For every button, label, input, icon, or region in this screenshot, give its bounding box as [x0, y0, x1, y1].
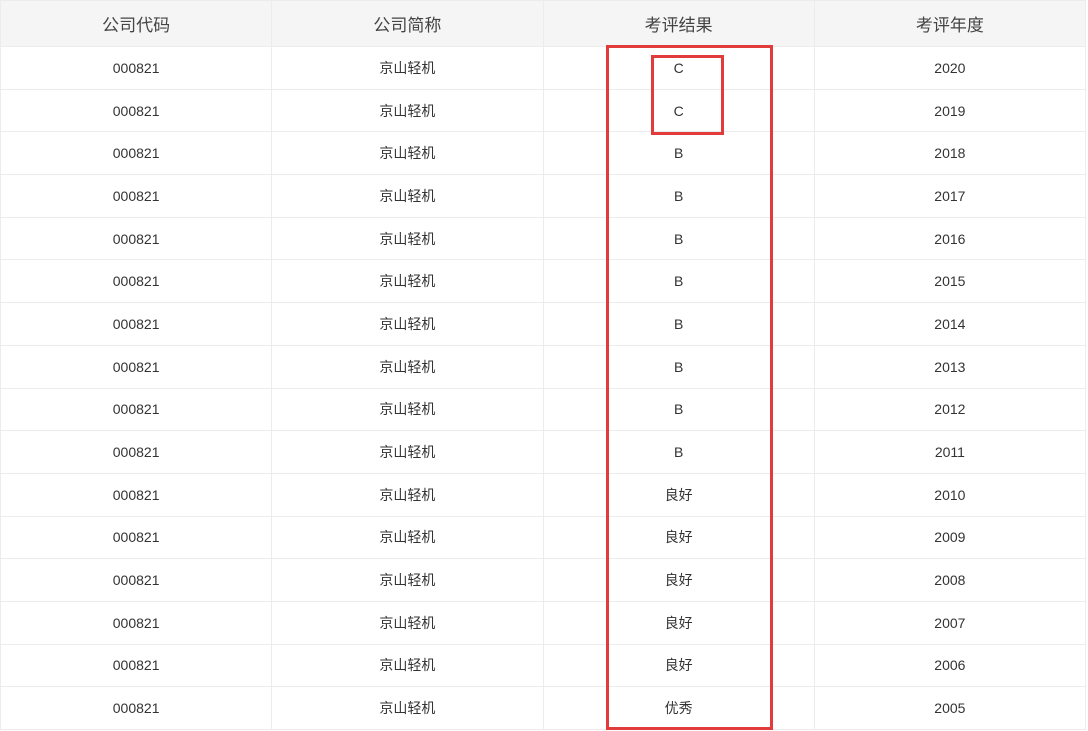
table-row: 000821 京山轻机 良好 2009	[0, 515, 1087, 560]
table-cell: 良好	[542, 600, 815, 645]
table-cell: 2016	[813, 216, 1087, 261]
table-cell: 2011	[813, 430, 1087, 474]
table-cell: B	[542, 430, 815, 474]
table-cell: 000821	[0, 643, 273, 688]
table-row: 000821 京山轻机 B 2016	[0, 216, 1087, 261]
table-cell: 2020	[813, 46, 1087, 90]
header-cell: 公司简称	[271, 0, 544, 47]
table-cell: 2008	[813, 558, 1087, 602]
table-row: 000821 京山轻机 B 2018	[0, 131, 1087, 176]
table-row: 000821 京山轻机 B 2015	[0, 259, 1087, 304]
table-cell: C	[542, 88, 815, 133]
table-cell: 京山轻机	[271, 515, 544, 560]
table-row: 000821 京山轻机 B 2011	[0, 430, 1087, 474]
header-cell: 考评结果	[542, 0, 815, 47]
table-cell: 京山轻机	[271, 216, 544, 261]
table-cell: 000821	[0, 686, 273, 730]
table-cell: B	[542, 174, 815, 218]
header-cell: 考评年度	[813, 0, 1087, 47]
table-cell: 京山轻机	[271, 131, 544, 176]
table-row: 000821 京山轻机 B 2012	[0, 387, 1087, 432]
table-cell: 2015	[813, 259, 1087, 304]
table-row: 000821 京山轻机 B 2017	[0, 174, 1087, 218]
table-row: 000821 京山轻机 良好 2008	[0, 558, 1087, 602]
table-row: 000821 京山轻机 B 2013	[0, 344, 1087, 389]
table-cell: 良好	[542, 643, 815, 688]
table-cell: 000821	[0, 302, 273, 346]
table-cell: 000821	[0, 472, 273, 517]
table-cell: 000821	[0, 88, 273, 133]
table-cell: 000821	[0, 600, 273, 645]
table-cell: 2009	[813, 515, 1087, 560]
table-row: 000821 京山轻机 良好 2010	[0, 472, 1087, 517]
table-cell: 000821	[0, 430, 273, 474]
table-cell: 京山轻机	[271, 259, 544, 304]
table-body: 000821 京山轻机 C 2020 000821 京山轻机 C 2019 000821 京山轻机…	[0, 46, 1087, 730]
table-cell: 000821	[0, 259, 273, 304]
table-cell: 优秀	[542, 686, 815, 730]
table-cell: 000821	[0, 174, 273, 218]
table-cell: 良好	[542, 558, 815, 602]
table-cell: 京山轻机	[271, 302, 544, 346]
table-cell: B	[542, 216, 815, 261]
table-cell: B	[542, 259, 815, 304]
table-cell: B	[542, 344, 815, 389]
table-cell: 2005	[813, 686, 1087, 730]
table-cell: 2017	[813, 174, 1087, 218]
table-cell: 2014	[813, 302, 1087, 346]
table-row: 000821 京山轻机 良好 2007	[0, 600, 1087, 645]
table-cell: 000821	[0, 344, 273, 389]
table-cell: 2013	[813, 344, 1087, 389]
table-cell: B	[542, 131, 815, 176]
table-cell: 良好	[542, 472, 815, 517]
table-cell: B	[542, 302, 815, 346]
table-cell: 京山轻机	[271, 686, 544, 730]
header-cell: 公司代码	[0, 0, 273, 47]
table-cell: 京山轻机	[271, 643, 544, 688]
table-cell: 京山轻机	[271, 387, 544, 432]
table-cell: 2018	[813, 131, 1087, 176]
table-row: 000821 京山轻机 C 2019	[0, 88, 1087, 133]
table-cell: 2007	[813, 600, 1087, 645]
table-cell: 2019	[813, 88, 1087, 133]
table-cell: 000821	[0, 131, 273, 176]
table-cell: 2012	[813, 387, 1087, 432]
table-cell: 京山轻机	[271, 88, 544, 133]
table-cell: 京山轻机	[271, 600, 544, 645]
table-row: 000821 京山轻机 优秀 2005	[0, 686, 1087, 730]
table-cell: 000821	[0, 387, 273, 432]
table-cell: 京山轻机	[271, 472, 544, 517]
table-row: 000821 京山轻机 B 2014	[0, 302, 1087, 346]
table-cell: 000821	[0, 46, 273, 90]
table-row: 000821 京山轻机 C 2020	[0, 46, 1087, 90]
table-cell: 京山轻机	[271, 344, 544, 389]
table-cell: 京山轻机	[271, 558, 544, 602]
table-cell: 京山轻机	[271, 430, 544, 474]
table-cell: 000821	[0, 515, 273, 560]
table-cell: 京山轻机	[271, 46, 544, 90]
table-cell: 000821	[0, 216, 273, 261]
table-cell: 2010	[813, 472, 1087, 517]
table-cell: B	[542, 387, 815, 432]
table-cell: 2006	[813, 643, 1087, 688]
table-cell: 良好	[542, 515, 815, 560]
header-row: 公司代码 公司简称 考评结果 考评年度	[0, 0, 1087, 47]
table-row: 000821 京山轻机 良好 2006	[0, 643, 1087, 688]
table-cell: 京山轻机	[271, 174, 544, 218]
table-cell: 000821	[0, 558, 273, 602]
table-cell: C	[542, 46, 815, 90]
